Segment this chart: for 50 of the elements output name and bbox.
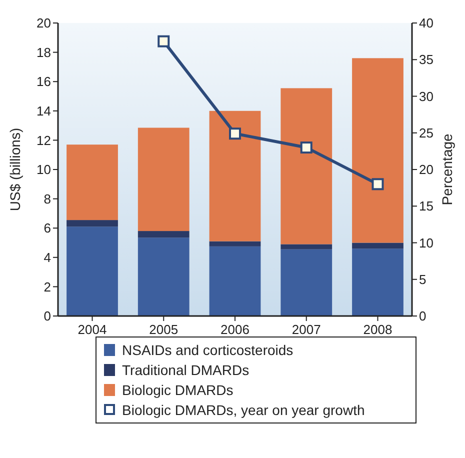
bar	[66, 226, 118, 316]
bar	[66, 220, 118, 227]
bar	[209, 110, 261, 242]
bar	[352, 58, 404, 243]
y-tick-label: 6	[44, 220, 51, 236]
y2-tick-label: 35	[419, 52, 434, 68]
y-tick-label: 20	[36, 16, 51, 31]
x-tick-label: 2007	[292, 322, 321, 337]
point	[229, 128, 241, 140]
y-tick-label: 10	[36, 162, 51, 178]
y2-tick-label: 0	[419, 308, 426, 324]
y-axis-title: US$ (billions)	[7, 128, 23, 212]
y-tick-label: 16	[36, 74, 51, 90]
bar	[280, 244, 332, 250]
bar	[209, 246, 261, 316]
y-tick-label: 0	[44, 308, 51, 324]
point	[158, 35, 170, 48]
y-tick-label: 8	[44, 191, 51, 206]
bar	[138, 238, 190, 316]
y-tick-label: 2	[44, 279, 51, 294]
bar	[352, 242, 404, 249]
x-tick-label: 2006	[220, 322, 250, 337]
y2-tick-label: 15	[419, 198, 434, 214]
x-tick-label: 2004	[78, 322, 107, 337]
y-tick-label: 4	[44, 250, 51, 265]
bar	[138, 128, 190, 232]
bar	[66, 144, 118, 220]
legend-label: Biologic DMARDs, year on year growth	[122, 402, 365, 418]
legend-label: NSAIDs and corticosteroids	[122, 342, 294, 358]
y2-tick-label: 25	[419, 125, 434, 140]
bar	[209, 241, 261, 246]
y2-tick-label: 5	[419, 272, 426, 287]
bar	[280, 88, 332, 244]
y2-tick-label: 30	[419, 88, 434, 104]
y2-tick-label: 20	[419, 162, 434, 178]
y2-tick-label: 10	[419, 235, 434, 250]
legend-label: Traditional DMARDs	[122, 362, 250, 378]
y-tick-label: 12	[36, 132, 51, 148]
y-tick-label: 18	[36, 44, 51, 60]
y2-tick-label: 40	[419, 16, 434, 31]
legend-label: Biologic DMARDs	[122, 382, 234, 398]
x-tick-label: 2005	[149, 322, 178, 337]
x-tick-label: 2008	[363, 322, 392, 337]
y2-axis-title: Percentage	[439, 133, 455, 206]
bar	[280, 249, 332, 316]
y-tick-label: 14	[36, 103, 51, 118]
bar	[352, 248, 404, 316]
bar	[138, 231, 190, 238]
point	[372, 178, 384, 190]
point	[300, 142, 312, 154]
